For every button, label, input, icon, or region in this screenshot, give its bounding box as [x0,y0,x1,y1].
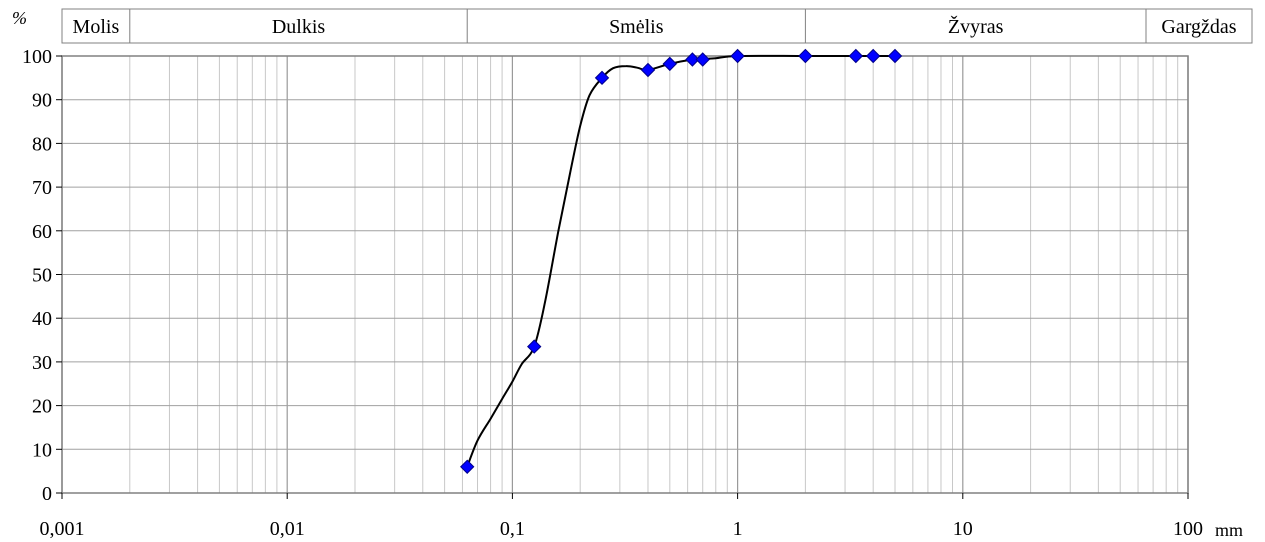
data-point-marker [460,459,475,474]
y-tick-label: 60 [32,221,52,243]
y-tick-label: 100 [22,46,52,68]
data-point-marker [865,48,881,64]
x-tick-label: 10 [953,518,973,540]
data-point-marker [662,56,678,72]
band-label: Molis [73,16,120,38]
band-header-frame [61,8,1253,44]
y-tick-label: 10 [32,439,52,461]
data-point-marker [730,48,745,64]
y-tick-label: 20 [32,396,52,418]
data-point-marker [594,70,610,86]
x-tick-label: 100 [1173,518,1203,540]
y-tick-label: 50 [32,265,52,287]
y-axis-label: % [12,8,27,28]
grid [61,55,1189,494]
x-tick-label: 0,1 [500,518,525,540]
x-tick-label: 1 [733,518,743,540]
band-label: Žvyras [948,15,1004,38]
data-point-marker [685,52,700,67]
band-label: Gargždas [1161,16,1236,38]
x-tick-label: 0,001 [40,518,85,540]
y-axis: 0 10 20 30 40 50 60 70 80 90 100 [22,46,62,505]
data-point-marker [848,48,864,64]
band-header: Molis Dulkis Smėlis Žvyras Gargždas [61,8,1253,44]
x-axis-unit-label: mm [1215,520,1243,540]
y-tick-label: 90 [32,90,52,112]
y-tick-label: 80 [32,133,52,155]
data-markers [460,48,903,474]
y-tick-label: 40 [32,308,52,330]
data-point-marker [887,48,903,64]
y-tick-label: 30 [32,352,52,374]
x-axis: 0,001 0,01 0,1 1 10 100 [40,493,1203,540]
band-label: Dulkis [272,16,326,38]
data-point-marker [527,339,542,354]
data-point-marker [798,48,813,64]
band-label: Smėlis [609,16,664,38]
x-tick-label: 0,01 [270,518,305,540]
y-tick-label: 0 [42,483,52,505]
y-tick-label: 70 [32,177,52,199]
data-point-marker [640,62,656,78]
data-point-marker [695,52,710,67]
